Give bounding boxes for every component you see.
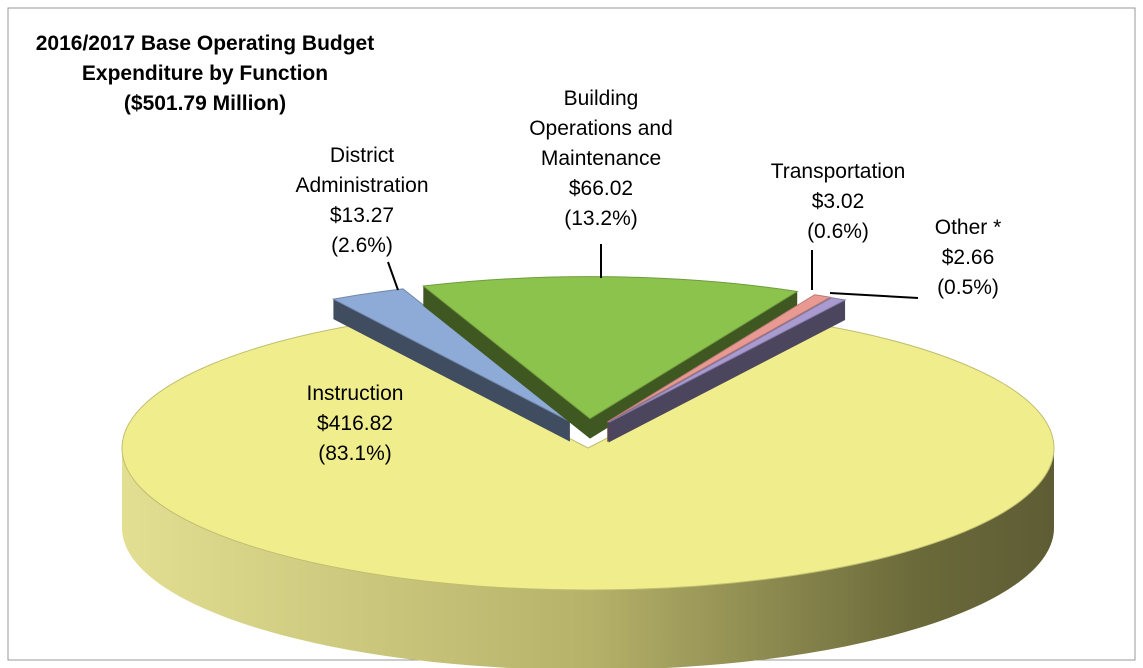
- slice-label: Transportation: [771, 160, 906, 183]
- slice: [121, 325, 1055, 591]
- percent-label: (13.2%): [564, 207, 638, 230]
- percent-label: (0.6%): [807, 220, 869, 243]
- slice-label: Instruction: [307, 382, 404, 405]
- value-label: $66.02: [569, 177, 633, 200]
- slice-label: Operations and: [529, 117, 673, 140]
- slice: [331, 288, 571, 422]
- slice: [422, 276, 799, 420]
- value-label: $13.27: [330, 204, 394, 227]
- slice-label: Other *: [935, 216, 1002, 239]
- slice: [608, 297, 847, 423]
- slice-face: [423, 286, 590, 439]
- leader-line: [829, 292, 919, 299]
- chart-title: 2016/2017 Base Operating Budget: [36, 32, 374, 55]
- pie: [121, 276, 1055, 668]
- chart-title: ($501.79 Million): [124, 92, 286, 115]
- leader-lines: [387, 244, 919, 299]
- slice-face: [608, 300, 846, 443]
- slice: [607, 294, 832, 423]
- slice-label: District: [330, 144, 394, 167]
- percent-label: (0.5%): [937, 276, 999, 299]
- labels: Instruction $416.82 (83.1%) District Adminis…: [295, 87, 1001, 465]
- percent-label: (83.1%): [318, 442, 392, 465]
- slice-face: [333, 299, 570, 442]
- slice-label: Administration: [295, 174, 428, 197]
- slice-side: [122, 448, 1054, 668]
- slice-label: Building: [564, 87, 639, 110]
- chart-title: Expenditure by Function: [82, 62, 328, 85]
- value-label: $3.02: [812, 190, 865, 213]
- slice-label: Maintenance: [541, 147, 661, 170]
- value-label: $2.66: [942, 246, 995, 269]
- leader-line: [387, 261, 399, 291]
- percent-label: (2.6%): [331, 234, 393, 257]
- value-label: $416.82: [317, 412, 393, 435]
